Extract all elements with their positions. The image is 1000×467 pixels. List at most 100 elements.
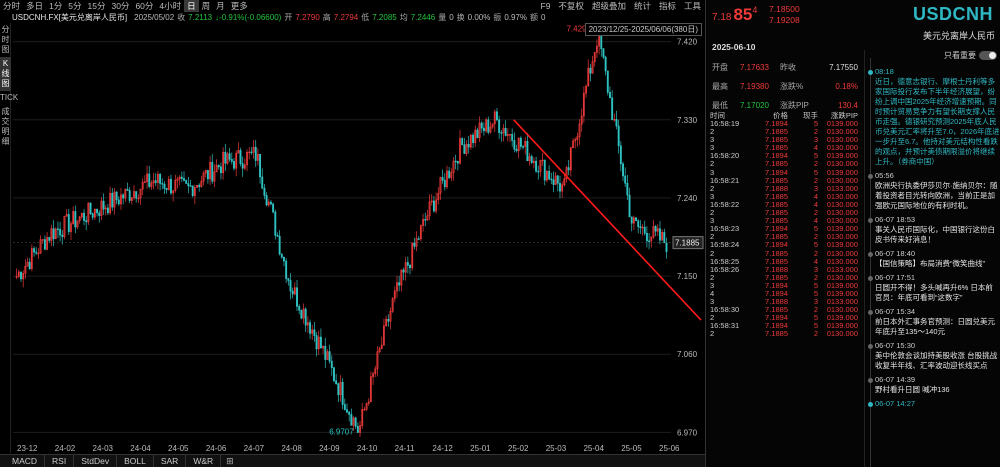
news-item[interactable]: 06-07 18:40 【国信策略】布局消费“微笑曲线” <box>865 249 999 269</box>
stats-row: 最低 7.17020 涨跌PIP 130.4 <box>712 96 862 115</box>
view-tab-0[interactable]: 分时图 <box>1 25 10 54</box>
timeframe-7[interactable]: 4小时 <box>159 1 182 11</box>
candle-body <box>313 329 316 336</box>
timeframe-0[interactable]: 分时 <box>3 1 21 11</box>
add-indicator-button[interactable]: ⊞ <box>226 455 234 466</box>
chart-canvas[interactable]: 7.420 7.330 7.240 7.150 7.060 6.970 23-12 24-02… <box>11 23 705 453</box>
tick-pip: 0130.000 <box>826 248 858 258</box>
candle-body <box>448 170 451 178</box>
indicator-tab-5[interactable]: W&R <box>186 454 222 467</box>
timeframe-2[interactable]: 1分 <box>49 1 63 11</box>
timeframe-10[interactable]: 月 <box>216 1 225 11</box>
tick-row: 16:58:31 7.1894 5 0139.000 <box>710 322 862 330</box>
news-item[interactable]: 08:18 近日，德意志银行、摩根士丹利等多家国际投行发布下半年经济展望，纷纷上调… <box>865 67 999 167</box>
tick-row: 16:58:25 7.1885 4 0130.000 <box>710 257 862 266</box>
news-item[interactable]: 06-07 15:30 美中伦敦会谈加持美股收涨 台股挑战收复半年线、汇率波动迎长… <box>865 341 999 371</box>
candle-body <box>430 200 433 203</box>
candle-body <box>176 178 179 181</box>
tool-button-2[interactable]: 超级叠加 <box>591 1 626 11</box>
candle-body <box>246 152 248 166</box>
tick-table[interactable]: 时间 价格 现手 涨跌PIP 16:58:19 7.1894 5 0139.000 2 7… <box>710 110 862 339</box>
x-tick-label: 24-11 <box>395 444 415 453</box>
candle-body <box>615 119 618 127</box>
tick-qty: 2 <box>813 329 818 339</box>
timeframe-3[interactable]: 5分 <box>68 1 82 11</box>
candle-body <box>319 336 322 349</box>
candlestick-chart[interactable]: 7.420 7.330 7.240 7.150 7.060 6.970 23-12 24-02… <box>11 23 705 453</box>
stat-value-2: 7.17550 <box>829 63 858 72</box>
tick-qty: 3 <box>813 297 818 307</box>
news-item[interactable]: 06-07 14:39 野村看升日圆 喊冲136 <box>865 375 999 395</box>
candle-body <box>469 134 472 148</box>
timeframe-8[interactable]: 日 <box>184 0 199 12</box>
tool-button-5[interactable]: 工具 <box>683 1 701 11</box>
indicator-tab-1[interactable]: RSI <box>45 454 75 467</box>
timeframe-4[interactable]: 15分 <box>87 1 106 11</box>
candle-body <box>148 173 151 187</box>
candle-body <box>254 146 257 161</box>
tick-row: 2 7.1885 2 0130.000 <box>710 160 862 168</box>
news-item[interactable]: 06-07 15:34 前日本外汇事务官预测：日圆兑美元年底升至135～140元 <box>865 307 999 337</box>
candle-body <box>172 190 175 194</box>
tick-time: 16:58:26 <box>710 264 740 274</box>
tool-button-0[interactable]: F9 <box>540 1 551 11</box>
candle-body <box>382 325 385 346</box>
candle-body <box>535 160 538 172</box>
candle-body <box>493 111 496 125</box>
view-tab-2[interactable]: TICK <box>0 93 19 102</box>
candle-body <box>146 173 149 183</box>
news-item[interactable]: 06-07 14:27 <box>865 399 999 409</box>
x-tick-label: 24-06 <box>206 444 227 453</box>
tool-button-3[interactable]: 统计 <box>633 1 651 11</box>
candle-body <box>341 381 344 405</box>
timeframe-11[interactable]: 更多 <box>230 1 248 11</box>
bar-date: 2025/05/02 <box>134 13 175 22</box>
timeframe-9[interactable]: 周 <box>201 1 211 11</box>
close-label: 收 <box>177 13 186 22</box>
candle-body <box>626 182 629 196</box>
timeframe-5[interactable]: 30分 <box>111 1 130 11</box>
tick-price: 7.1894 <box>765 313 788 323</box>
candle-body <box>654 226 657 232</box>
candle-body <box>498 119 501 133</box>
indicator-tab-0[interactable]: MACD <box>0 454 46 467</box>
view-tab-3[interactable]: 成交明细 <box>1 107 10 146</box>
tick-row: 3 7.1885 3 0130.000 <box>710 136 862 144</box>
toggle-switch[interactable] <box>979 51 997 60</box>
indicator-tab-4[interactable]: SAR <box>154 454 187 467</box>
indicator-tab-3[interactable]: BOLL <box>117 454 154 467</box>
news-text: 事关人民币国际化，中国银行这份白皮书传来好消息！ <box>875 225 995 244</box>
timeframe-1[interactable]: 多日 <box>26 1 44 11</box>
candle-body <box>380 344 383 349</box>
tick-pip: 0130.000 <box>826 272 858 282</box>
tool-button-4[interactable]: 指标 <box>658 1 676 11</box>
candle-body <box>443 179 446 188</box>
candle-body <box>217 165 220 168</box>
news-item[interactable]: 06-07 18:53 事关人民币国际化，中国银行这份白皮书传来好消息！ <box>865 215 999 245</box>
candle-body <box>572 140 574 149</box>
candle-body <box>187 183 190 186</box>
timeframe-6[interactable]: 60分 <box>135 1 154 11</box>
candle-body <box>87 202 90 223</box>
candle-body <box>46 237 49 250</box>
candle-body <box>226 153 229 164</box>
news-item[interactable]: 06-07 17:51 日圆开不得！多头喊再升6% 日本前官员：年底可看到“这数字… <box>865 273 999 303</box>
indicator-tab-2[interactable]: StdDev <box>74 454 118 467</box>
candle-body <box>624 175 627 184</box>
tick-price: 7.1888 <box>765 264 788 274</box>
view-tab-1[interactable]: K线图 <box>0 57 11 91</box>
candle-body <box>54 228 57 239</box>
candle-body <box>552 179 555 185</box>
candle-body <box>156 174 159 183</box>
y-tick-label: 7.330 <box>677 116 698 125</box>
tick-price: 7.1894 <box>765 224 788 234</box>
tick-row: 2 7.1885 2 0130.000 <box>710 272 862 282</box>
candle-body <box>541 159 544 162</box>
candle-body <box>372 373 375 377</box>
tool-button-1[interactable]: 不复权 <box>558 1 584 11</box>
news-feed[interactable]: 只看重要 08:18 近日，德意志银行、摩根士丹利等多家国际投行发布下半年经济展望… <box>864 50 999 467</box>
important-only-toggle[interactable]: 只看重要 <box>944 50 997 61</box>
candle-body <box>537 170 540 173</box>
news-item[interactable]: 05:56 欧洲央行执委伊莎贝尔·施纳贝尔：随着投资者目光转向欧洲，当前正是加强欧… <box>865 171 999 211</box>
tick-price: 7.1894 <box>765 240 788 250</box>
